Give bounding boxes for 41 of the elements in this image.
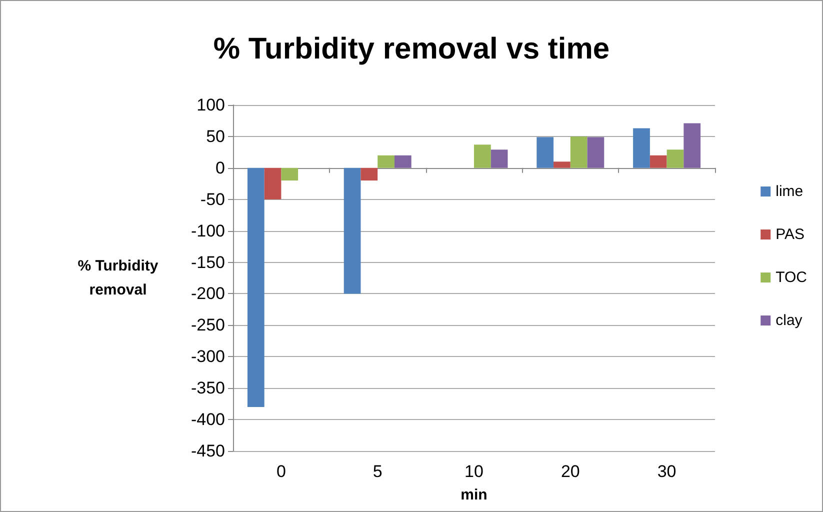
legend-label: PAS <box>776 226 805 243</box>
bar <box>684 123 701 168</box>
y-tick-label: -350 <box>190 378 225 398</box>
y-tick-label: -150 <box>190 252 225 272</box>
y-tick-label: -300 <box>190 347 225 366</box>
legend-label: clay <box>776 312 803 329</box>
chart-title: % Turbidity removal vs time <box>213 32 610 66</box>
y-tick-label: -250 <box>190 316 225 335</box>
y-tick-label: -400 <box>190 410 225 430</box>
y-axis-title: % Turbidity removal <box>78 258 159 298</box>
bar <box>570 136 588 168</box>
y-tick-label: -450 <box>190 442 225 460</box>
bar <box>474 144 491 168</box>
x-tick-label: 30 <box>657 462 676 481</box>
bar <box>264 168 282 200</box>
bar <box>394 155 412 168</box>
x-tick-label: 20 <box>560 462 580 481</box>
x-tick-label: 10 <box>464 462 484 481</box>
y-tick-label: 50 <box>206 126 225 146</box>
bar <box>344 168 361 294</box>
y-tick-label: 0 <box>216 158 225 178</box>
bar <box>633 128 650 168</box>
x-tick-label: 0 <box>276 462 286 481</box>
x-axis-title: min <box>460 486 488 504</box>
bar <box>650 155 667 168</box>
bar <box>281 168 298 180</box>
y-tick-label: 100 <box>196 96 225 114</box>
bar <box>378 155 394 168</box>
bar <box>666 150 684 168</box>
bar <box>490 150 508 168</box>
y-tick-label: -50 <box>200 190 225 209</box>
x-tick-label: 5 <box>372 462 382 481</box>
bar <box>360 168 378 180</box>
bar <box>554 162 570 168</box>
legend-label: TOC <box>776 269 808 286</box>
bar <box>536 137 554 168</box>
bar <box>247 168 264 407</box>
y-tick-label: -100 <box>190 221 225 240</box>
y-tick-label: -200 <box>190 284 225 304</box>
legend-label: lime <box>776 183 804 200</box>
bar <box>587 137 604 168</box>
